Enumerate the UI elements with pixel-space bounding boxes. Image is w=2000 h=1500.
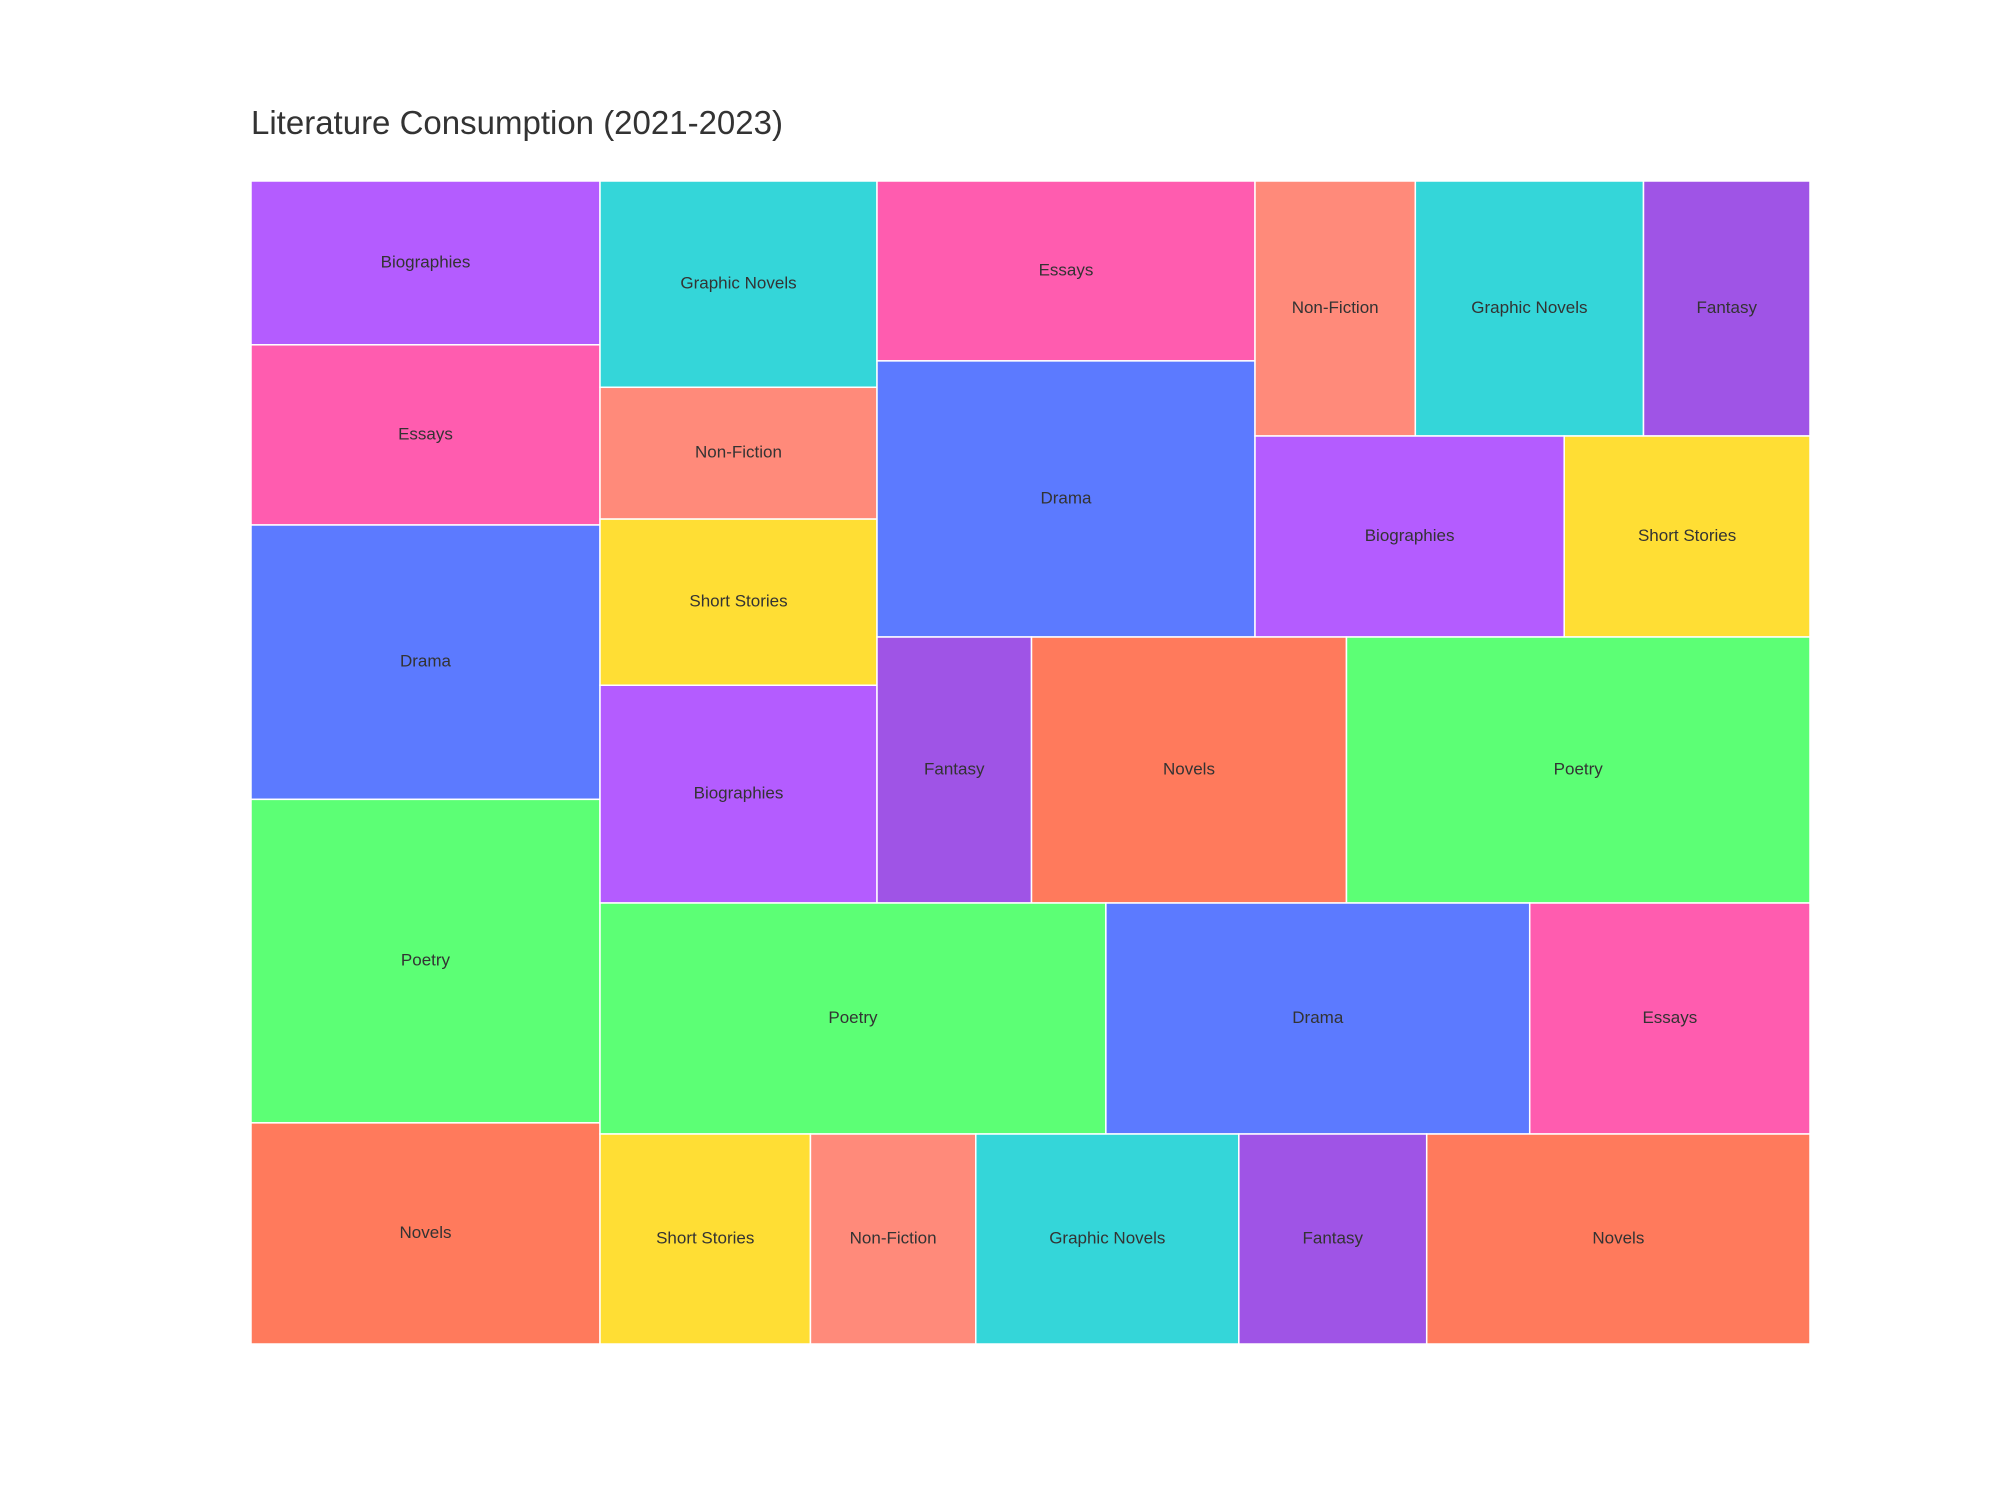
treemap-tile-label: Biographies: [381, 252, 471, 271]
treemap-tile-label: Fantasy: [1697, 298, 1758, 317]
treemap-tile-essays[interactable]: Essays: [250, 344, 601, 526]
treemap-tile-rect[interactable]: [250, 1122, 601, 1345]
treemap-tile-novels[interactable]: Novels: [250, 1122, 601, 1345]
treemap-tile-label: Short Stories: [656, 1228, 754, 1247]
treemap-tile-label: Essays: [398, 424, 453, 443]
treemap-tile-rect[interactable]: [599, 684, 878, 904]
treemap-group: Poetry Drama Essays: [599, 902, 1811, 1135]
treemap-group: Essays Drama: [876, 180, 1256, 638]
treemap-tile-label: Poetry: [828, 1008, 878, 1027]
chart-title: Literature Consumption (2021-2023): [251, 104, 783, 141]
treemap-tile-rect[interactable]: [1030, 636, 1348, 904]
treemap-tile-rect[interactable]: [250, 524, 601, 801]
treemap-tile-label: Drama: [1040, 488, 1092, 507]
treemap-tile-label: Essays: [1039, 260, 1094, 279]
treemap-tile-short-stories[interactable]: Short Stories: [599, 1133, 812, 1345]
treemap-tile-label: Drama: [400, 652, 452, 671]
treemap-tile-label: Graphic Novels: [1471, 298, 1587, 317]
treemap-tile-label: Poetry: [401, 951, 451, 970]
treemap-tile-short-stories[interactable]: Short Stories: [1563, 435, 1811, 638]
treemap-tile-rect[interactable]: [1563, 435, 1811, 638]
treemap-tile-rect[interactable]: [1238, 1133, 1428, 1345]
treemap-tile-label: Biographies: [694, 784, 784, 803]
treemap-tile-rect[interactable]: [1425, 1133, 1811, 1345]
treemap-group: Short Stories Non-Fiction Graphic Novels Fa…: [599, 1133, 1811, 1345]
treemap-tile-essays[interactable]: Essays: [876, 180, 1256, 362]
treemap-tile-label: Essays: [1642, 1008, 1697, 1027]
treemap-tile-label: Poetry: [1554, 759, 1604, 778]
treemap-group: Graphic Novels Non-Fiction Short Stories Bi…: [599, 180, 878, 904]
treemap-tile-essays[interactable]: Essays: [1528, 902, 1811, 1135]
treemap-tile-label: Novels: [1592, 1228, 1644, 1247]
treemap-tile-fantasy[interactable]: Fantasy: [876, 636, 1033, 904]
treemap-tile-poetry[interactable]: Poetry: [599, 902, 1107, 1135]
treemap-tile-rect[interactable]: [250, 344, 601, 526]
treemap-tile-label: Fantasy: [924, 759, 985, 778]
treemap-group: Biographies Short Stories: [1254, 435, 1811, 638]
treemap-tile-short-stories[interactable]: Short Stories: [599, 518, 878, 687]
treemap-tile-rect[interactable]: [250, 180, 601, 346]
treemap-tile-label: Drama: [1292, 1008, 1344, 1027]
treemap-tile-poetry[interactable]: Poetry: [250, 798, 601, 1124]
treemap-tile-drama[interactable]: Drama: [876, 360, 1256, 638]
treemap-group: Non-Fiction Graphic Novels Fantasy: [1254, 180, 1811, 437]
treemap-tile-rect[interactable]: [1528, 902, 1811, 1135]
treemap-tile-rect[interactable]: [250, 798, 601, 1124]
treemap-tile-label: Novels: [1163, 759, 1215, 778]
treemap-tile-label: Fantasy: [1303, 1228, 1364, 1247]
treemap-tile-drama[interactable]: Drama: [1105, 902, 1531, 1135]
treemap-tile-biographies[interactable]: Biographies: [599, 684, 878, 904]
treemap-tile-rect[interactable]: [1254, 180, 1417, 437]
treemap-tile-label: Non-Fiction: [1292, 298, 1379, 317]
treemap-group: Biographies Essays Drama Poetry Novels: [250, 180, 601, 1345]
treemap-tile-non-fiction[interactable]: Non-Fiction: [1254, 180, 1417, 437]
treemap-tile-biographies[interactable]: Biographies: [250, 180, 601, 346]
treemap-tile-graphic-novels[interactable]: Graphic Novels: [599, 180, 878, 389]
treemap-tile-label: Graphic Novels: [680, 274, 796, 293]
treemap-tile-novels[interactable]: Novels: [1030, 636, 1348, 904]
treemap-tile-fantasy[interactable]: Fantasy: [1238, 1133, 1428, 1345]
treemap-tile-label: Short Stories: [689, 592, 787, 611]
treemap-tile-rect[interactable]: [1105, 902, 1531, 1135]
treemap-tile-label: Biographies: [1365, 526, 1455, 545]
treemap-tile-rect[interactable]: [599, 1133, 812, 1345]
treemap-tile-rect[interactable]: [1642, 180, 1811, 437]
treemap-tile-rect[interactable]: [599, 518, 878, 687]
treemap-tile-drama[interactable]: Drama: [250, 524, 601, 801]
treemap-tile-rect[interactable]: [599, 386, 878, 520]
treemap-tile-graphic-novels[interactable]: Graphic Novels: [1414, 180, 1645, 437]
treemap-tile-biographies[interactable]: Biographies: [1254, 435, 1565, 638]
treemap-tile-poetry[interactable]: Poetry: [1345, 636, 1811, 904]
treemap-tile-label: Novels: [400, 1223, 452, 1242]
treemap-tile-non-fiction[interactable]: Non-Fiction: [599, 386, 878, 520]
treemap-tile-rect[interactable]: [1254, 435, 1565, 638]
treemap-tile-label: Non-Fiction: [695, 443, 782, 462]
treemap-tile-graphic-novels[interactable]: Graphic Novels: [975, 1133, 1240, 1345]
treemap-tile-label: Non-Fiction: [850, 1228, 937, 1247]
treemap-group: Fantasy Novels Poetry: [876, 636, 1811, 904]
treemap-tile-rect[interactable]: [975, 1133, 1240, 1345]
treemap-tile-label: Short Stories: [1638, 526, 1736, 545]
treemap-tile-rect[interactable]: [876, 636, 1033, 904]
treemap-tile-rect[interactable]: [1345, 636, 1811, 904]
treemap-tile-novels[interactable]: Novels: [1425, 1133, 1811, 1345]
treemap-tile-rect[interactable]: [599, 902, 1107, 1135]
treemap-tile-rect[interactable]: [809, 1133, 977, 1345]
treemap-tile-fantasy[interactable]: Fantasy: [1642, 180, 1811, 437]
treemap-tile-rect[interactable]: [876, 180, 1256, 362]
treemap-tile-rect[interactable]: [1414, 180, 1645, 437]
treemap-tile-non-fiction[interactable]: Non-Fiction: [809, 1133, 977, 1345]
treemap-tile-label: Graphic Novels: [1049, 1228, 1165, 1247]
